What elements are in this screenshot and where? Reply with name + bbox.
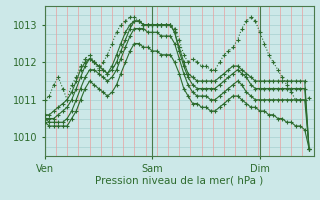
X-axis label: Pression niveau de la mer( hPa ): Pression niveau de la mer( hPa ) [95, 175, 263, 185]
